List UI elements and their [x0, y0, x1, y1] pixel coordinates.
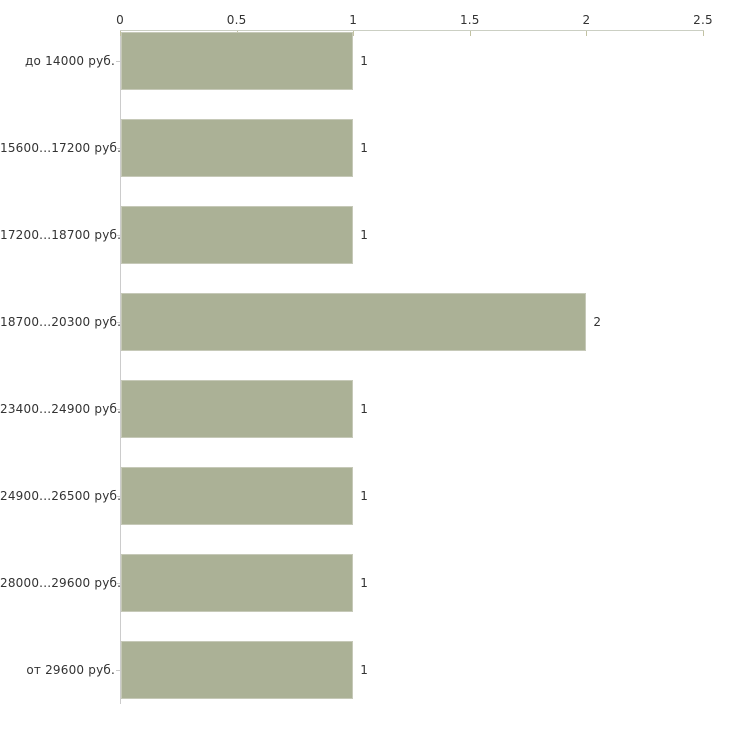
x-tick-label: 1 — [349, 13, 358, 27]
x-tick-mark — [469, 31, 471, 36]
value-label: 1 — [360, 54, 369, 68]
y-tick-mark — [116, 583, 120, 584]
y-tick-mark — [116, 148, 120, 149]
bar — [121, 32, 354, 90]
bar — [121, 641, 354, 699]
category-label: 18700...20300 руб. — [0, 315, 122, 329]
category-label: 24900...26500 руб. — [0, 489, 122, 503]
bar — [121, 293, 587, 351]
x-tick-label: 0.5 — [226, 13, 247, 27]
x-tick-mark — [353, 31, 355, 36]
bar — [121, 119, 354, 177]
y-axis-line — [120, 30, 121, 704]
x-tick-mark — [120, 31, 121, 36]
x-tick-label: 0 — [116, 13, 124, 27]
value-label: 1 — [360, 663, 369, 677]
category-label: до 14000 руб. — [25, 54, 115, 68]
value-label: 1 — [360, 489, 369, 503]
y-tick-mark — [116, 322, 120, 323]
x-tick-label: 2 — [582, 13, 591, 27]
bar — [121, 206, 354, 264]
category-label: 17200...18700 руб. — [0, 228, 122, 242]
x-tick-label: 1.5 — [459, 13, 480, 27]
category-label: от 29600 руб. — [26, 663, 115, 677]
value-label: 1 — [360, 141, 369, 155]
bar — [121, 554, 354, 612]
y-tick-mark — [116, 496, 120, 497]
x-tick-label: 2.5 — [693, 13, 713, 27]
x-axis-line — [120, 30, 704, 31]
y-tick-mark — [116, 409, 120, 410]
value-label: 1 — [360, 402, 369, 416]
category-label: 23400...24900 руб. — [0, 402, 122, 416]
value-label: 1 — [360, 228, 369, 242]
category-label: 15600...17200 руб. — [0, 141, 122, 155]
y-tick-mark — [116, 670, 120, 671]
x-tick-mark — [703, 31, 704, 36]
value-label: 1 — [360, 576, 369, 590]
value-label: 2 — [593, 315, 602, 329]
bar — [121, 467, 354, 525]
y-tick-mark — [116, 61, 120, 62]
bar — [121, 380, 354, 438]
y-tick-mark — [116, 235, 120, 236]
category-label: 28000...29600 руб. — [0, 576, 122, 590]
x-tick-mark — [586, 31, 588, 36]
